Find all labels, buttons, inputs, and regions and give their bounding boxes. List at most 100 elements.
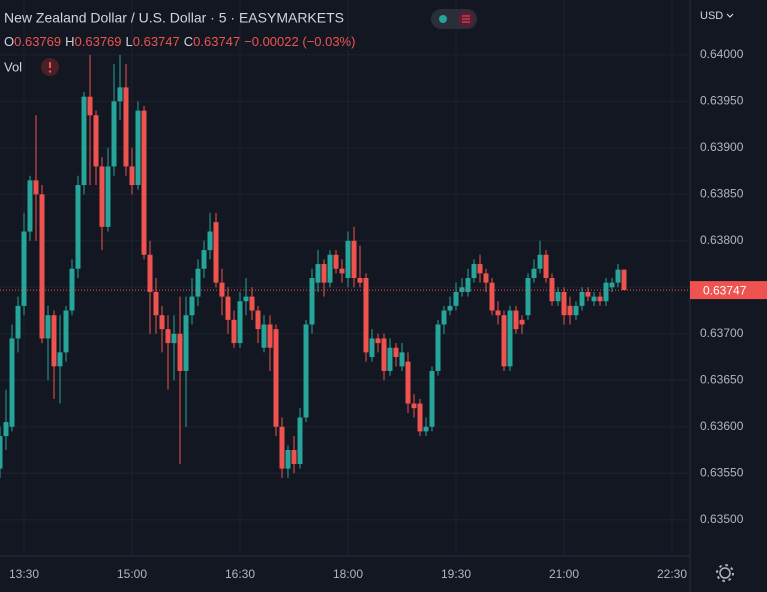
candle-body bbox=[579, 291, 585, 306]
last-price-tag bbox=[690, 281, 767, 300]
candle-body bbox=[249, 296, 255, 311]
y-tick-label: 0.63850 bbox=[700, 186, 744, 200]
candle-body bbox=[513, 310, 519, 330]
candle-body bbox=[189, 296, 195, 316]
candle-body bbox=[423, 426, 429, 432]
candle-body bbox=[159, 315, 165, 330]
candle-body bbox=[129, 166, 135, 186]
candle-body bbox=[483, 273, 489, 283]
candle-body bbox=[231, 319, 237, 344]
volume-label: Vol bbox=[4, 59, 22, 74]
y-tick-label: 0.63950 bbox=[700, 94, 744, 108]
candle-body bbox=[327, 254, 333, 283]
candle-body bbox=[507, 310, 513, 367]
candle-body bbox=[51, 315, 57, 367]
candle-body bbox=[255, 310, 261, 330]
y-tick-label: 0.64000 bbox=[700, 47, 744, 61]
indicator-toggle[interactable] bbox=[431, 9, 477, 29]
y-tick-label: 0.63550 bbox=[700, 465, 744, 479]
candle-body bbox=[45, 315, 51, 339]
ohlc-key: L bbox=[126, 34, 133, 49]
candle-body bbox=[537, 254, 543, 269]
y-tick-label: 0.63650 bbox=[700, 372, 744, 386]
grid bbox=[0, 0, 690, 556]
candle-body bbox=[3, 422, 9, 437]
gear-teeth bbox=[716, 564, 734, 582]
candle-body bbox=[27, 180, 33, 232]
candle-body bbox=[237, 301, 243, 344]
candle-body bbox=[9, 338, 15, 427]
currency-label[interactable]: USD bbox=[700, 10, 723, 22]
candle-body bbox=[225, 296, 231, 320]
candle-body bbox=[585, 291, 591, 297]
settings-button[interactable] bbox=[716, 564, 734, 582]
x-tick-label: 13:30 bbox=[9, 567, 39, 581]
x-tick-label: 18:00 bbox=[333, 567, 363, 581]
candle-body bbox=[273, 329, 279, 427]
candle-body bbox=[519, 319, 525, 325]
candle-body bbox=[183, 315, 189, 371]
candle-body bbox=[417, 403, 423, 432]
candle-body bbox=[285, 450, 291, 469]
candle-body bbox=[177, 333, 183, 371]
y-tick-label: 0.63600 bbox=[700, 419, 744, 433]
candle-body bbox=[261, 324, 267, 348]
candle-body bbox=[351, 240, 357, 278]
candle-body bbox=[111, 101, 117, 167]
candle-body bbox=[207, 231, 213, 251]
x-tick-label: 16:30 bbox=[225, 567, 255, 581]
candle-body bbox=[147, 254, 153, 292]
x-tick-label: 15:00 bbox=[117, 567, 147, 581]
ohlc-key: H bbox=[65, 34, 74, 49]
candle-body bbox=[555, 291, 561, 302]
candle-body bbox=[477, 264, 483, 274]
candle-body bbox=[93, 115, 99, 167]
candle-body bbox=[495, 310, 501, 316]
candle-body bbox=[501, 315, 507, 367]
candle-body bbox=[153, 291, 159, 316]
y-tick-label: 0.63800 bbox=[700, 233, 744, 247]
candle-body bbox=[165, 329, 171, 344]
candle-body bbox=[591, 296, 597, 302]
candle-body bbox=[543, 254, 549, 278]
volume-warning[interactable] bbox=[41, 58, 59, 76]
candle-body bbox=[573, 305, 579, 316]
candle-body bbox=[195, 268, 201, 297]
candle-body bbox=[303, 324, 309, 418]
candle-body bbox=[87, 96, 93, 116]
candle-body bbox=[39, 194, 45, 339]
candle-body bbox=[615, 269, 621, 283]
candle-body bbox=[135, 110, 141, 186]
ohlc-value: 0.63747 bbox=[193, 34, 240, 49]
x-tick-label: 21:00 bbox=[549, 567, 579, 581]
ohlc-key: C bbox=[184, 34, 193, 49]
ohlc-value: 0.63747 bbox=[133, 34, 180, 49]
candle-body bbox=[525, 278, 531, 316]
toggle-dot bbox=[439, 15, 447, 23]
candle-body bbox=[489, 282, 495, 311]
ohlc-value: 0.63769 bbox=[75, 34, 122, 49]
candle-body bbox=[267, 324, 273, 348]
chart-title: New Zealand Dollar / U.S. Dollar · 5 · E… bbox=[4, 10, 344, 26]
candle-body bbox=[531, 268, 537, 278]
candle-body bbox=[321, 264, 327, 283]
candle-body bbox=[213, 222, 219, 283]
candle-body bbox=[357, 278, 363, 283]
candle-body bbox=[621, 269, 627, 291]
candle-body bbox=[465, 278, 471, 292]
candle-body bbox=[0, 436, 3, 469]
candle-body bbox=[57, 352, 63, 367]
candle-body bbox=[387, 347, 393, 371]
candle-body bbox=[309, 278, 315, 325]
candle-body bbox=[123, 87, 129, 167]
candle-body bbox=[441, 310, 447, 325]
candle-body bbox=[99, 166, 105, 227]
candle-body bbox=[363, 278, 369, 353]
candle-body bbox=[333, 254, 339, 269]
gear bbox=[719, 567, 731, 579]
y-tick-label: 0.63700 bbox=[700, 326, 744, 340]
candle-body bbox=[75, 185, 81, 269]
